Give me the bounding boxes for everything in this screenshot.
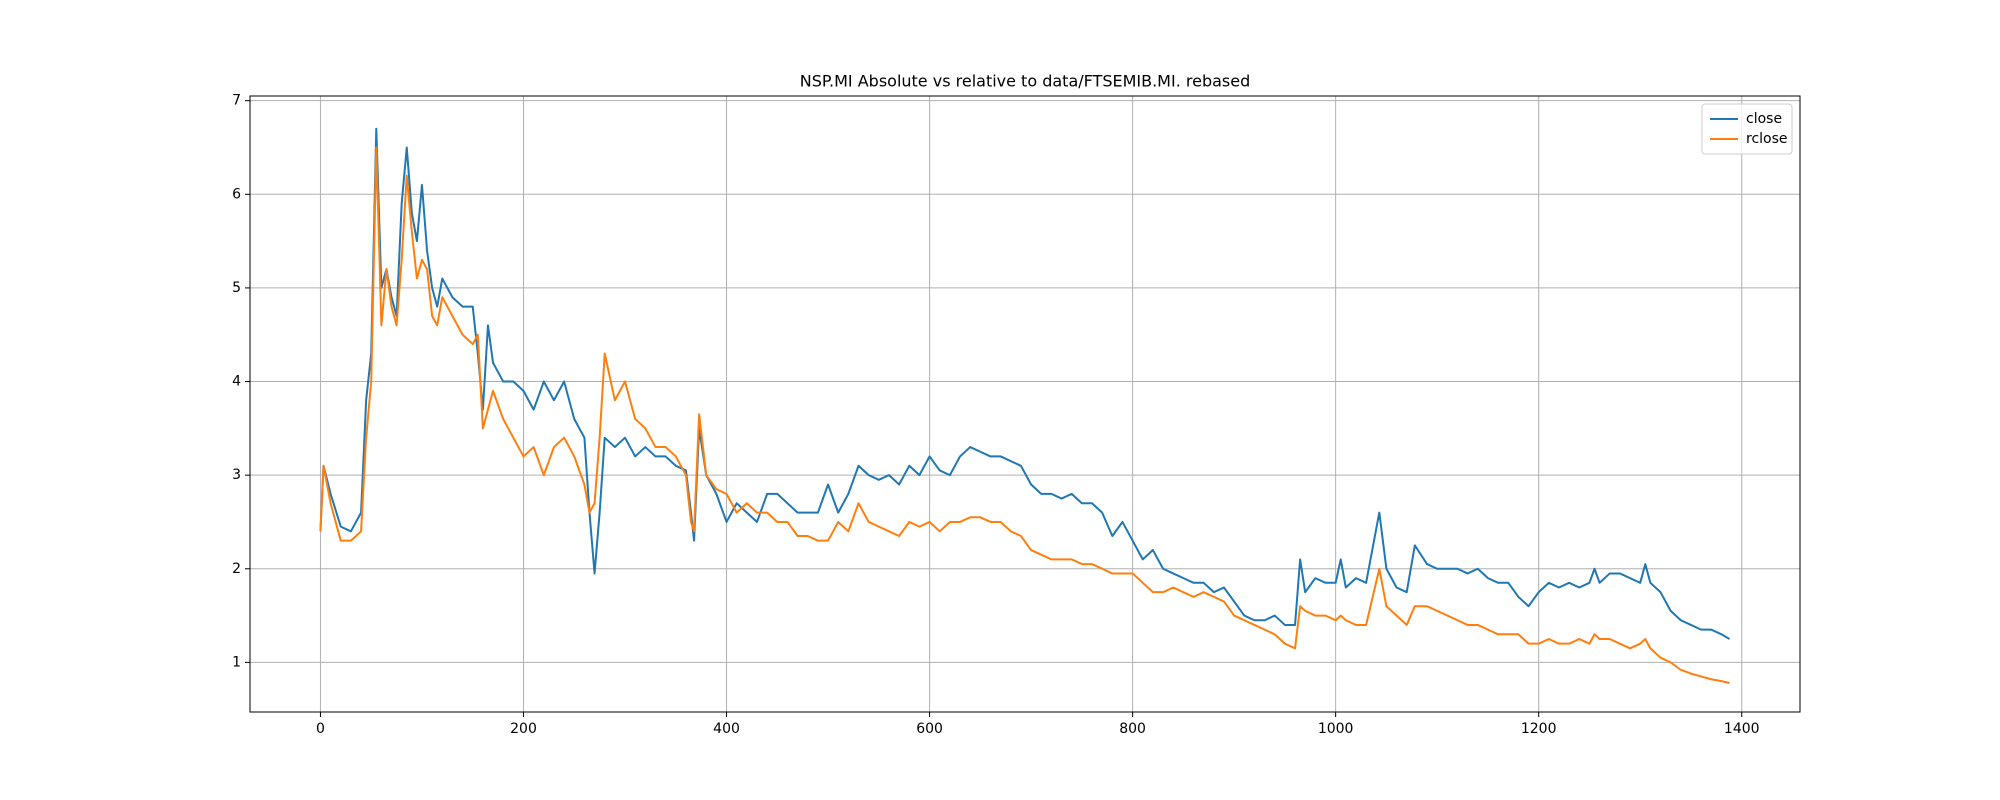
- x-tick-label: 600: [916, 721, 943, 737]
- y-tick-label: 7: [232, 93, 241, 109]
- line-series: [319, 127, 1731, 640]
- x-tick-label: 1400: [1724, 721, 1760, 737]
- y-tick-label: 2: [232, 561, 241, 577]
- x-tick-label: 1000: [1318, 721, 1354, 737]
- legend-box: [1701, 103, 1793, 155]
- line-series: [319, 146, 1730, 684]
- x-tick-label: 800: [1119, 721, 1146, 737]
- x-tick-label: 400: [713, 721, 740, 737]
- y-tick-label: 1: [232, 654, 241, 670]
- y-tick-label: 4: [232, 374, 241, 390]
- y-tick-label: 6: [232, 186, 241, 202]
- x-tick-label: 0: [316, 721, 325, 737]
- plot-frame: [249, 95, 1801, 713]
- legend-label: close: [1746, 111, 1782, 127]
- x-tick-label: 1200: [1521, 721, 1557, 737]
- y-tick-label: 3: [232, 467, 241, 483]
- chart-title: NSP.MI Absolute vs relative to data/FTSE…: [800, 72, 1251, 91]
- y-tick-label: 5: [232, 280, 241, 296]
- legend-label: rclose: [1746, 131, 1788, 147]
- x-tick-label: 200: [510, 721, 537, 737]
